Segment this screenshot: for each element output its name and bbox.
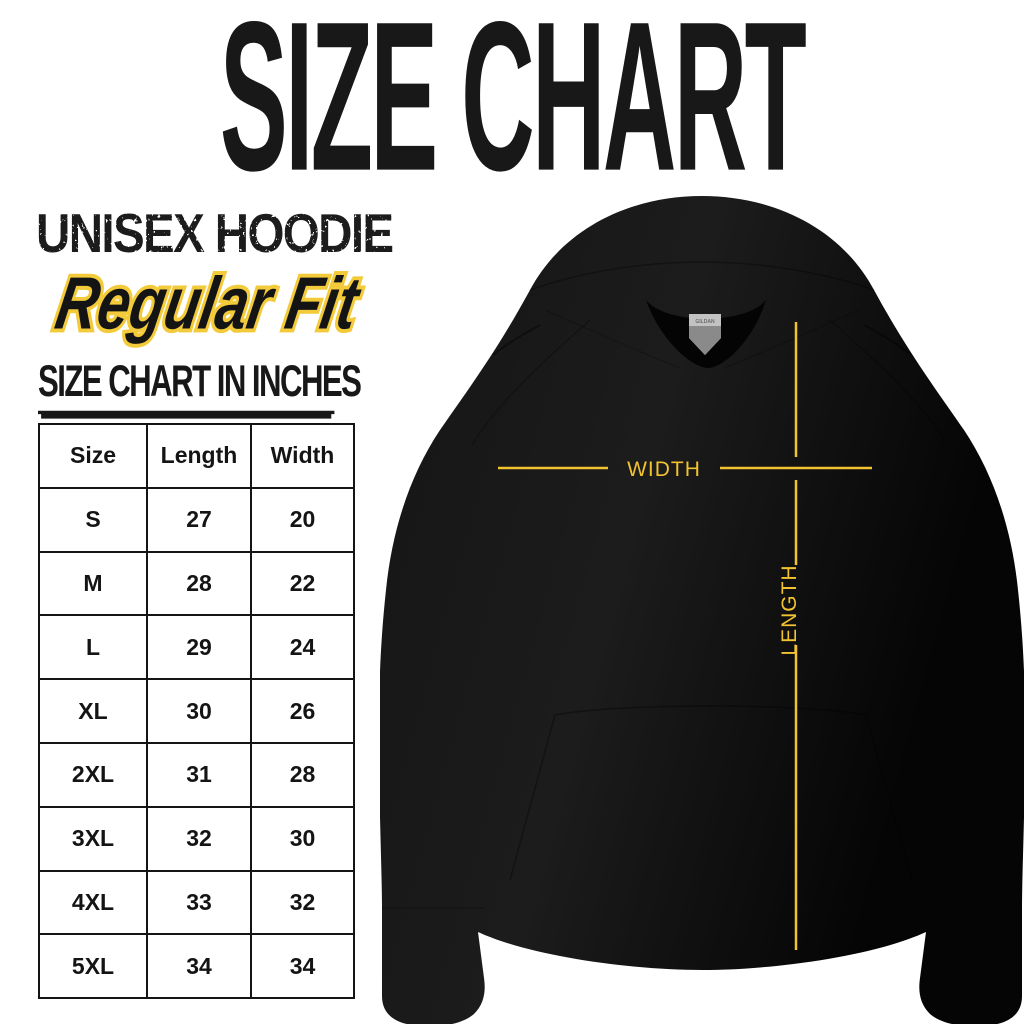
svg-text:LENGTH: LENGTH bbox=[778, 564, 801, 655]
svg-text:WIDTH: WIDTH bbox=[627, 458, 701, 481]
svg-text:GILDAN: GILDAN bbox=[695, 319, 715, 325]
svg-text:UNISEX HOODIE: UNISEX HOODIE bbox=[36, 202, 393, 264]
